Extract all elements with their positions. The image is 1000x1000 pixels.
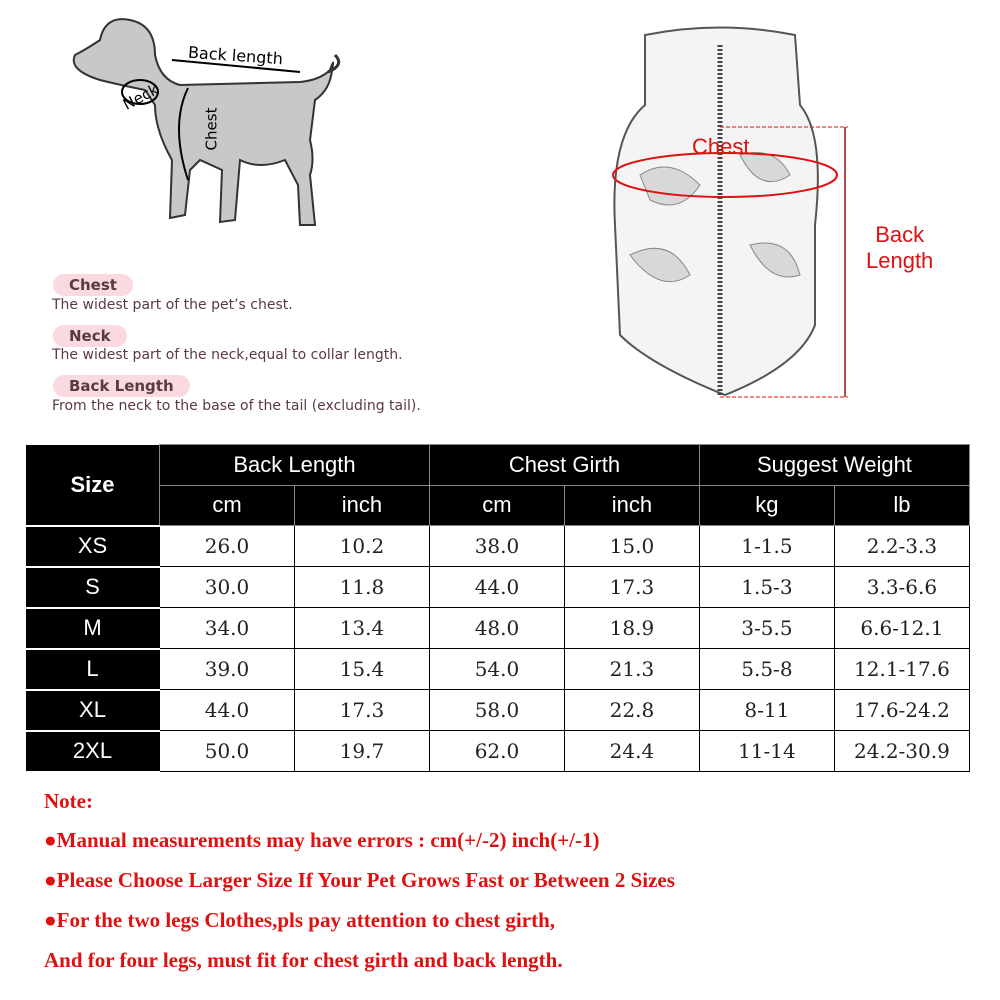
note-line: ●Please Choose Larger Size If Your Pet G… (44, 868, 675, 892)
note-line: ●Manual measurements may have errors : c… (44, 828, 600, 852)
value-cell: 24.2-30.9 (833, 730, 971, 772)
size-cell: XL (26, 689, 160, 732)
size-cell: L (26, 648, 160, 691)
vest-chest-label: Chest (692, 134, 750, 159)
value-cell: 3-5.5 (698, 607, 835, 649)
size-cell: S (26, 566, 160, 609)
value-cell: 3.3-6.6 (833, 566, 971, 608)
value-cell: 17.3 (563, 566, 700, 608)
value-cell: 62.0 (428, 730, 565, 772)
size-header: Size (26, 444, 160, 527)
value-cell: 58.0 (428, 689, 565, 731)
value-cell: 24.4 (563, 730, 700, 772)
value-cell: 19.7 (293, 730, 430, 772)
value-cell: 5.5-8 (698, 648, 835, 690)
legend-term-neck: Neck (53, 325, 127, 347)
table-row: L 39.0 15.4 54.0 21.3 5.5-8 12.1-17.6 (26, 648, 971, 691)
group-header-chest-girth: Chest Girth (428, 444, 700, 486)
value-cell: 11-14 (698, 730, 835, 772)
size-cell: M (26, 607, 160, 650)
value-cell: 8-11 (698, 689, 835, 731)
note-line: ●For the two legs Clothes,pls pay attent… (44, 908, 556, 932)
value-cell: 13.4 (293, 607, 430, 649)
value-cell: 38.0 (428, 525, 565, 567)
value-cell: 2.2-3.3 (833, 525, 971, 567)
value-cell: 6.6-12.1 (833, 607, 971, 649)
table-row: S 30.0 11.8 44.0 17.3 1.5-3 3.3-6.6 (26, 566, 971, 609)
table-row: XS 26.0 10.2 38.0 15.0 1-1.5 2.2-3.3 (26, 525, 971, 568)
vest-back-label: Back (875, 222, 925, 247)
value-cell: 26.0 (159, 525, 295, 567)
legend-desc-chest: The widest part of the pet’s chest. (52, 297, 293, 313)
value-cell: 34.0 (159, 607, 295, 649)
value-cell: 1-1.5 (698, 525, 835, 567)
unit-header: lb (833, 484, 971, 526)
value-cell: 18.9 (563, 607, 700, 649)
legend-desc-neck: The widest part of the neck,equal to col… (52, 347, 403, 363)
unit-header: kg (698, 484, 835, 526)
dog-chest-label: Chest (202, 107, 221, 151)
value-cell: 21.3 (563, 648, 700, 690)
value-cell: 15.0 (563, 525, 700, 567)
value-cell: 17.3 (293, 689, 430, 731)
value-cell: 30.0 (159, 566, 295, 608)
dog-silhouette (72, 18, 341, 226)
size-cell: 2XL (26, 730, 160, 773)
unit-header: cm (159, 484, 295, 526)
value-cell: 17.6-24.2 (833, 689, 971, 731)
value-cell: 54.0 (428, 648, 565, 690)
table-row: XL 44.0 17.3 58.0 22.8 8-11 17.6-24.2 (26, 689, 971, 732)
vest-illustration (612, 26, 848, 398)
value-cell: 11.8 (293, 566, 430, 608)
value-cell: 48.0 (428, 607, 565, 649)
vest-length-label: Length (866, 248, 934, 273)
value-cell: 15.4 (293, 648, 430, 690)
value-cell: 1.5-3 (698, 566, 835, 608)
legend-desc-back-length: From the neck to the base of the tail (e… (52, 398, 421, 414)
value-cell: 12.1-17.6 (833, 648, 971, 690)
value-cell: 44.0 (428, 566, 565, 608)
size-cell: XS (26, 525, 160, 568)
value-cell: 22.8 (563, 689, 700, 731)
unit-header: inch (293, 484, 430, 526)
unit-header: inch (563, 484, 700, 526)
note-line: And for four legs, must fit for chest gi… (44, 948, 563, 972)
value-cell: 50.0 (159, 730, 295, 772)
note-title: Note: (44, 789, 93, 813)
legend-term-chest: Chest (53, 274, 133, 296)
group-header-back-length: Back Length (159, 444, 430, 486)
value-cell: 39.0 (159, 648, 295, 690)
legend-term-back-length: Back Length (53, 375, 190, 397)
table-row: 2XL 50.0 19.7 62.0 24.4 11-14 24.2-30.9 (26, 730, 971, 773)
size-table: Size Back Length Chest Girth Suggest Wei… (26, 444, 971, 773)
table-row: M 34.0 13.4 48.0 18.9 3-5.5 6.6-12.1 (26, 607, 971, 650)
group-header-suggest-weight: Suggest Weight (698, 444, 971, 486)
unit-header: cm (428, 484, 565, 526)
value-cell: 10.2 (293, 525, 430, 567)
value-cell: 44.0 (159, 689, 295, 731)
